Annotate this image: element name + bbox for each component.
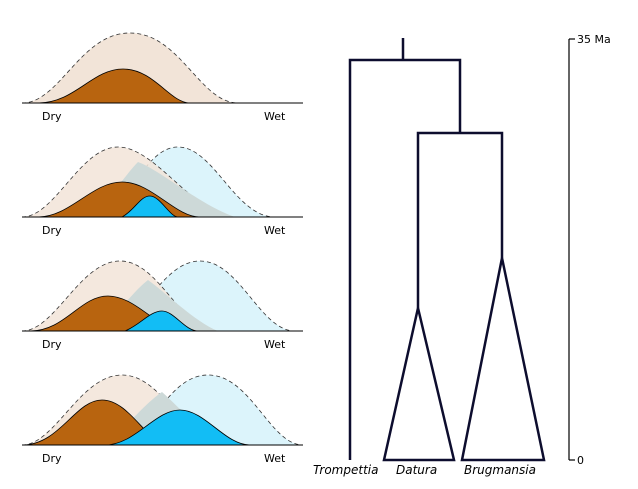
niche-panel-3: Dry Wet (21, 260, 303, 351)
time-axis-bottom-label: 0 (577, 454, 584, 467)
taxon-label-brugmansia: Brugmansia (464, 463, 536, 477)
dry-label: Dry (42, 224, 62, 237)
dry-label: Dry (42, 452, 62, 465)
brugmansia-clade-triangle (460, 257, 546, 462)
wet-realized-niche (104, 409, 251, 446)
wet-realized-niche (121, 195, 179, 218)
root-split-branch (348, 58, 462, 460)
dry-realized-niche (37, 68, 191, 104)
time-axis (568, 38, 575, 461)
niche-panel-2: Dry Wet (21, 146, 303, 237)
wet-realized-niche (124, 310, 199, 332)
taxon-label-trompettia: Trompettia (313, 463, 378, 477)
niche-panel-1: Dry Wet (21, 32, 303, 123)
taxon-label-datura: Datura (396, 463, 437, 477)
wet-label: Wet (264, 338, 286, 351)
dry-label: Dry (42, 110, 62, 123)
niche-panel-4: Dry Wet (21, 374, 304, 465)
time-axis-top-label: 35 Ma (577, 33, 611, 46)
datura-clade-triangle (382, 307, 456, 462)
phylogenetic-tree (348, 38, 546, 462)
datura-brugmansia-split-branch (416, 131, 504, 308)
wet-label: Wet (264, 224, 286, 237)
wet-label: Wet (264, 452, 286, 465)
dry-fundamental-niche (21, 32, 239, 104)
dry-label: Dry (42, 338, 62, 351)
wet-label: Wet (264, 110, 286, 123)
